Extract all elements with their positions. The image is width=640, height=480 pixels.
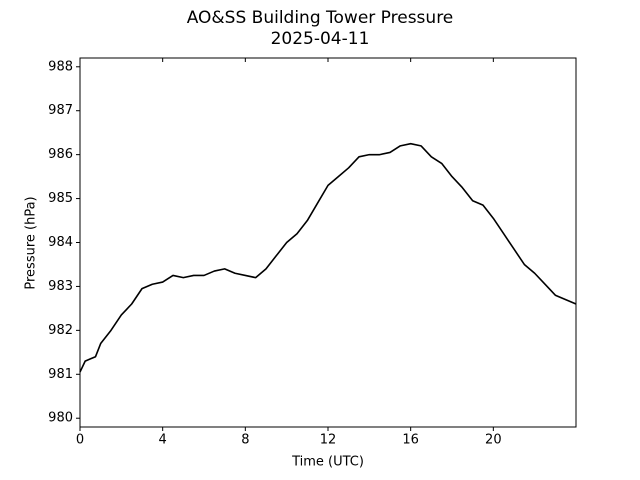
y-tick-label: 984 [48,235,73,250]
y-axis-label: Pressure (hPa) [24,196,39,289]
x-tick-label: 16 [402,433,419,448]
y-tick-label: 985 [48,191,73,206]
y-tick-label: 983 [48,279,73,294]
y-tick-label: 980 [48,411,73,426]
data-line [79,142,577,373]
y-tick-label: 981 [48,367,73,382]
chart-title: AO&SS Building Tower Pressure [187,8,454,28]
x-tick-label: 12 [320,433,337,448]
y-tick-label: 982 [48,323,73,338]
x-tick-label: 4 [159,433,167,448]
x-tick-label: 8 [241,433,249,448]
x-tick-label: 0 [76,433,84,448]
y-tick-label: 987 [48,103,73,118]
y-tick-label: 986 [48,147,73,162]
y-tick-label: 988 [48,59,73,74]
x-tick-label: 20 [485,433,502,448]
plot-frame [79,57,577,428]
x-axis-label: Time (UTC) [291,455,364,470]
chart-subtitle: 2025-04-11 [271,29,370,49]
